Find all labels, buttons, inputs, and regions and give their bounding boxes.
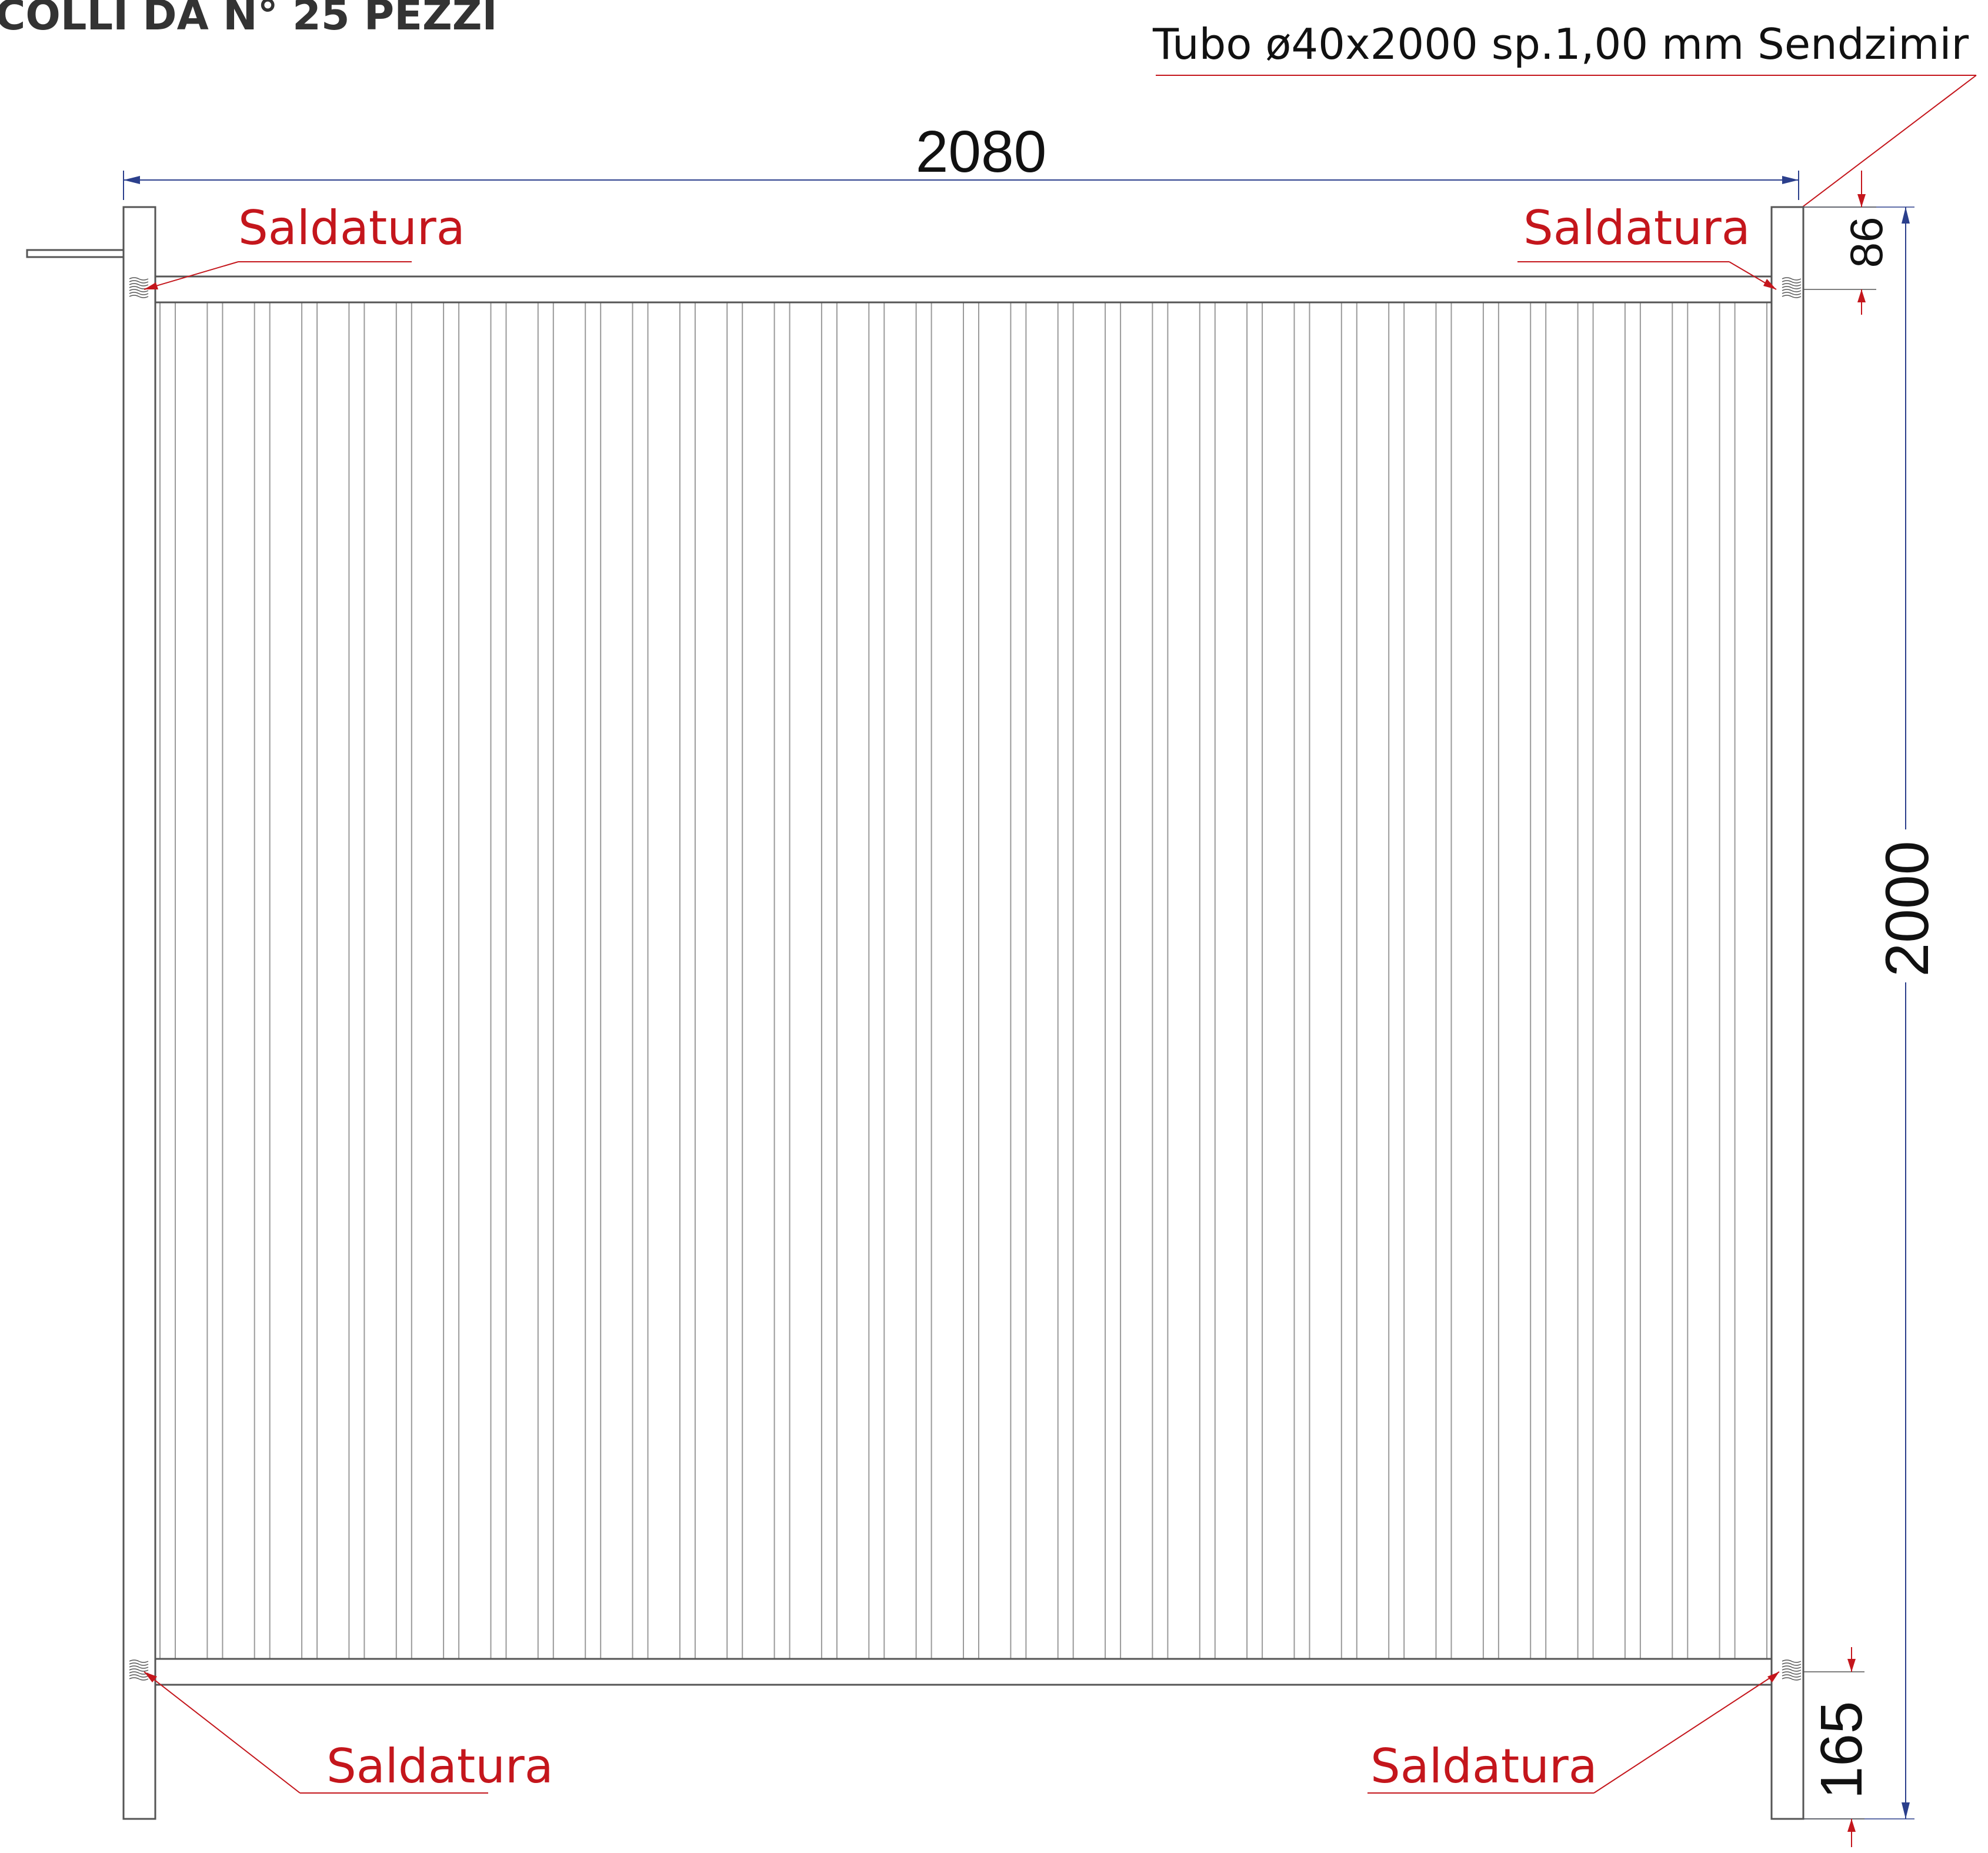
- weld-label-top-left: Saldatura: [238, 201, 465, 255]
- page-title: COLLI DA N° 25 PEZZI: [0, 0, 498, 39]
- weld-hatch-mark: [129, 1659, 149, 1663]
- weld-hatch-mark: [1782, 292, 1802, 295]
- tube-spec-leader: [1782, 75, 1977, 223]
- weld-hatch-mark: [129, 1677, 149, 1681]
- width-arrow-right: [1782, 176, 1799, 184]
- weld-leader-bottom-right: [1593, 1671, 1780, 1794]
- bottom-rail: [154, 1658, 1773, 1686]
- left-post: [122, 206, 156, 1820]
- weld-arrow-bottom-right: [1767, 1672, 1779, 1682]
- weld-hatch-mark: [129, 283, 149, 286]
- weld-hatch-mark: [1782, 286, 1802, 289]
- weld-hatch-mark: [129, 1674, 149, 1678]
- weld-hatch-mark: [1782, 1674, 1802, 1678]
- weld-hatch-mark: [129, 1665, 149, 1669]
- bottom-offset-arrow-2: [1847, 1819, 1856, 1832]
- bottom-offset-arrow-1: [1847, 1659, 1856, 1672]
- right-post: [1770, 206, 1804, 1820]
- width-arrow-left: [124, 176, 140, 184]
- height-dimension-value: 2000: [1873, 841, 1942, 977]
- weld-hatch-mark: [129, 292, 149, 295]
- weld-hatches: [129, 277, 1802, 1681]
- width-dimension-value: 2080: [916, 119, 1046, 185]
- height-arrow-bottom: [1902, 1802, 1910, 1819]
- weld-hatch-mark: [129, 1668, 149, 1672]
- weld-hatch-mark: [129, 1671, 149, 1675]
- weld-leader-top-left: [144, 261, 239, 290]
- weld-hatch-mark: [129, 277, 149, 281]
- weld-hatch-mark: [1782, 1659, 1802, 1663]
- latch-icon: [26, 224, 135, 258]
- weld-arrow-bottom-left: [144, 1672, 157, 1682]
- top-offset-arrow-1: [1857, 194, 1866, 207]
- top-offset-arrow-2: [1857, 289, 1866, 302]
- weld-label-bottom-left: Saldatura: [326, 1739, 553, 1794]
- bottom-offset-value: 165: [1809, 1701, 1874, 1799]
- weld-leader-bottom-left: [144, 1671, 301, 1794]
- weld-hatch-mark: [1782, 1677, 1802, 1681]
- vertical-bars: [159, 302, 1767, 1659]
- weld-hatch-mark: [1782, 289, 1802, 292]
- weld-hatch-mark: [1782, 283, 1802, 286]
- weld-hatch-mark: [129, 289, 149, 292]
- weld-hatch-mark: [1782, 1665, 1802, 1669]
- height-arrow-top: [1902, 207, 1910, 224]
- tube-spec-label: Tubo ø40x2000 sp.1,00 mm Sendzimir: [1152, 19, 1969, 69]
- weld-hatch-mark: [129, 280, 149, 284]
- weld-arrow-top-left: [144, 282, 158, 289]
- weld-hatch-mark: [1782, 1671, 1802, 1675]
- weld-hatch-mark: [129, 1662, 149, 1666]
- weld-label-bottom-right: Saldatura: [1370, 1739, 1597, 1794]
- weld-hatch-mark: [129, 295, 149, 298]
- weld-hatch-mark: [1782, 277, 1802, 281]
- weld-hatch-mark: [1782, 1662, 1802, 1666]
- top-rail: [154, 275, 1773, 304]
- weld-hatch-mark: [1782, 295, 1802, 298]
- weld-hatch-mark: [1782, 1668, 1802, 1672]
- weld-hatch-mark: [1782, 280, 1802, 284]
- weld-arrow-top-right: [1763, 279, 1776, 289]
- top-offset-value: 86: [1840, 217, 1892, 268]
- height-label-bg: [1864, 829, 1947, 982]
- weld-label-top-right: Saldatura: [1523, 201, 1750, 255]
